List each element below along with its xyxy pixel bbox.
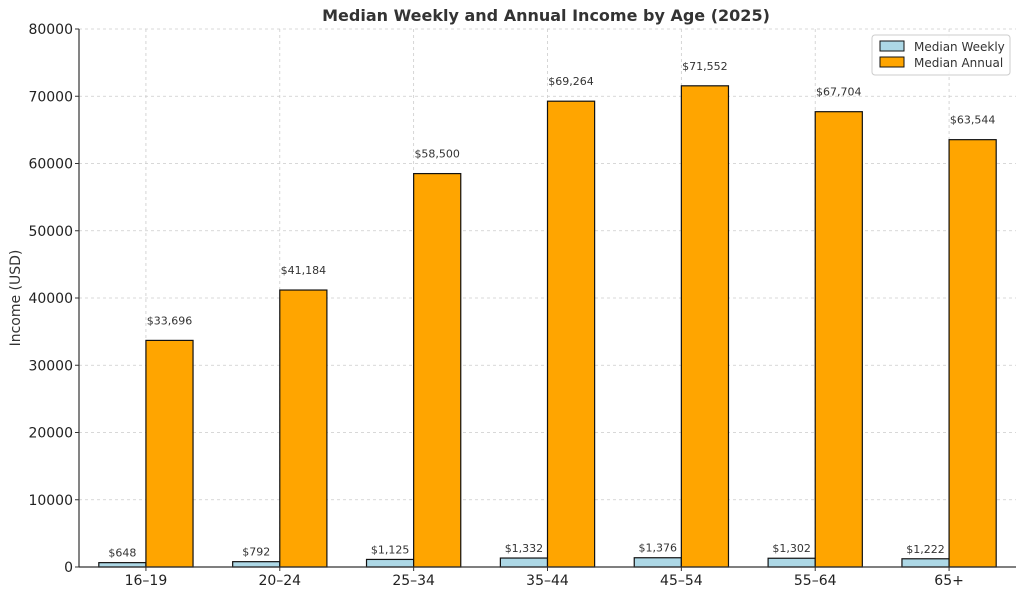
legend: Median Weekly Median Annual bbox=[871, 34, 1011, 76]
weekly-data-label: $1,332 bbox=[505, 542, 544, 555]
y-tick-label: 10000 bbox=[28, 493, 73, 509]
annual-bar bbox=[279, 289, 328, 568]
weekly-bar bbox=[767, 557, 816, 568]
y-tick-label: 40000 bbox=[28, 291, 73, 307]
x-tick-label: 16–19 bbox=[125, 573, 168, 589]
annual-data-label: $33,696 bbox=[147, 314, 193, 327]
y-tick-label: 70000 bbox=[28, 89, 73, 105]
weekly-bar bbox=[901, 558, 950, 568]
annual-data-label: $71,552 bbox=[682, 60, 728, 73]
x-tick-label: 35–44 bbox=[526, 573, 569, 589]
x-tick-label: 45–54 bbox=[660, 573, 703, 589]
chart-title: Median Weekly and Annual Income by Age (… bbox=[322, 6, 770, 25]
y-tick-label: 80000 bbox=[28, 22, 73, 38]
annual-data-label: $69,264 bbox=[548, 75, 594, 88]
tick-labels: 0 10000 20000 30000 40000 50000 60000 70000 8000… bbox=[28, 22, 963, 589]
annual-data-label: $67,704 bbox=[816, 86, 862, 99]
weekly-bar bbox=[98, 562, 147, 568]
annual-bar bbox=[413, 172, 462, 568]
annual-data-label: $58,500 bbox=[414, 148, 460, 161]
x-tick-label: 20–24 bbox=[258, 573, 301, 589]
weekly-data-label: $1,222 bbox=[906, 543, 945, 556]
legend-label: Median Annual bbox=[914, 56, 1003, 70]
annual-bar bbox=[546, 100, 596, 568]
y-tick-label: 60000 bbox=[28, 157, 73, 173]
annual-data-label: $41,184 bbox=[281, 264, 327, 277]
bars bbox=[98, 85, 997, 568]
legend-swatch bbox=[879, 40, 905, 52]
legend-box bbox=[871, 34, 1011, 76]
x-tick-label: 55–64 bbox=[794, 573, 837, 589]
annual-bar bbox=[814, 111, 863, 568]
x-tick-label: 25–34 bbox=[392, 573, 435, 589]
annual-data-label: $63,544 bbox=[950, 114, 996, 127]
y-tick-label: 50000 bbox=[28, 224, 73, 240]
weekly-bar bbox=[232, 561, 281, 568]
y-tick-label: 20000 bbox=[28, 426, 73, 442]
legend-label: Median Weekly bbox=[914, 40, 1005, 54]
annual-bar bbox=[145, 339, 194, 568]
weekly-bar bbox=[499, 557, 549, 568]
weekly-bar bbox=[365, 558, 415, 568]
y-tick-label: 30000 bbox=[28, 358, 73, 374]
annual-bar bbox=[948, 139, 997, 568]
weekly-data-label: $1,302 bbox=[772, 542, 811, 555]
annual-bar bbox=[680, 85, 730, 568]
data-labels: $648 $792 $1,125 $1,332 $1,376 $1,302 $1,222 $3… bbox=[108, 60, 995, 560]
y-tick-label: 0 bbox=[64, 560, 73, 576]
weekly-data-label: $792 bbox=[242, 546, 270, 559]
weekly-data-label: $648 bbox=[108, 547, 136, 560]
weekly-bar bbox=[633, 557, 682, 568]
legend-swatch bbox=[879, 56, 905, 68]
weekly-data-label: $1,376 bbox=[639, 542, 678, 555]
weekly-data-label: $1,125 bbox=[371, 543, 410, 556]
x-tick-label: 65+ bbox=[934, 573, 964, 589]
y-axis-label: Income (USD) bbox=[8, 250, 24, 347]
